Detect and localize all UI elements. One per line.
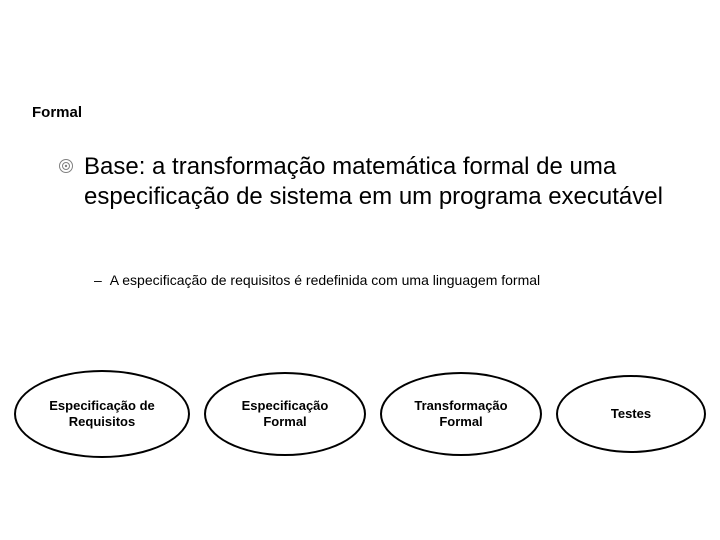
flow-node-label-line2: Formal xyxy=(439,414,482,429)
slide-title-text: Formal xyxy=(32,104,82,121)
flow-node-label: Especificação de Requisitos xyxy=(49,398,155,431)
target-bullet-icon xyxy=(58,158,74,179)
flow-node-transf-formal: Transformação Formal xyxy=(380,372,542,456)
flow-node-label-line1: Testes xyxy=(611,406,651,421)
flow-node-label-line2: Requisitos xyxy=(69,414,135,429)
slide-title: Formal xyxy=(32,104,82,121)
flow-node-testes: Testes xyxy=(556,375,706,453)
flow-node-label-line1: Transformação xyxy=(414,398,507,413)
flow-node-label-line1: Especificação xyxy=(242,398,329,413)
flow-node-label: Especificação Formal xyxy=(242,398,329,431)
main-bullet-row: Base: a transformação matemática formal … xyxy=(58,152,690,212)
flow-diagram: Especificação de Requisitos Especificaçã… xyxy=(14,370,706,458)
flow-node-label-line2: Formal xyxy=(263,414,306,429)
flow-node-label-line1: Especificação de xyxy=(49,398,155,413)
flow-node-espec-formal: Especificação Formal xyxy=(204,372,366,456)
dash-bullet-icon: – xyxy=(94,272,102,288)
flow-node-requisitos: Especificação de Requisitos xyxy=(14,370,190,458)
flow-node-label: Transformação Formal xyxy=(414,398,507,431)
main-bullet-block: Base: a transformação matemática formal … xyxy=(58,152,690,212)
sub-bullet-block: – A especificação de requisitos é redefi… xyxy=(94,272,690,288)
main-bullet-text: Base: a transformação matemática formal … xyxy=(84,152,690,212)
sub-bullet-row: – A especificação de requisitos é redefi… xyxy=(94,272,690,288)
flow-node-label: Testes xyxy=(611,406,651,422)
sub-bullet-text: A especificação de requisitos é redefini… xyxy=(110,272,540,288)
